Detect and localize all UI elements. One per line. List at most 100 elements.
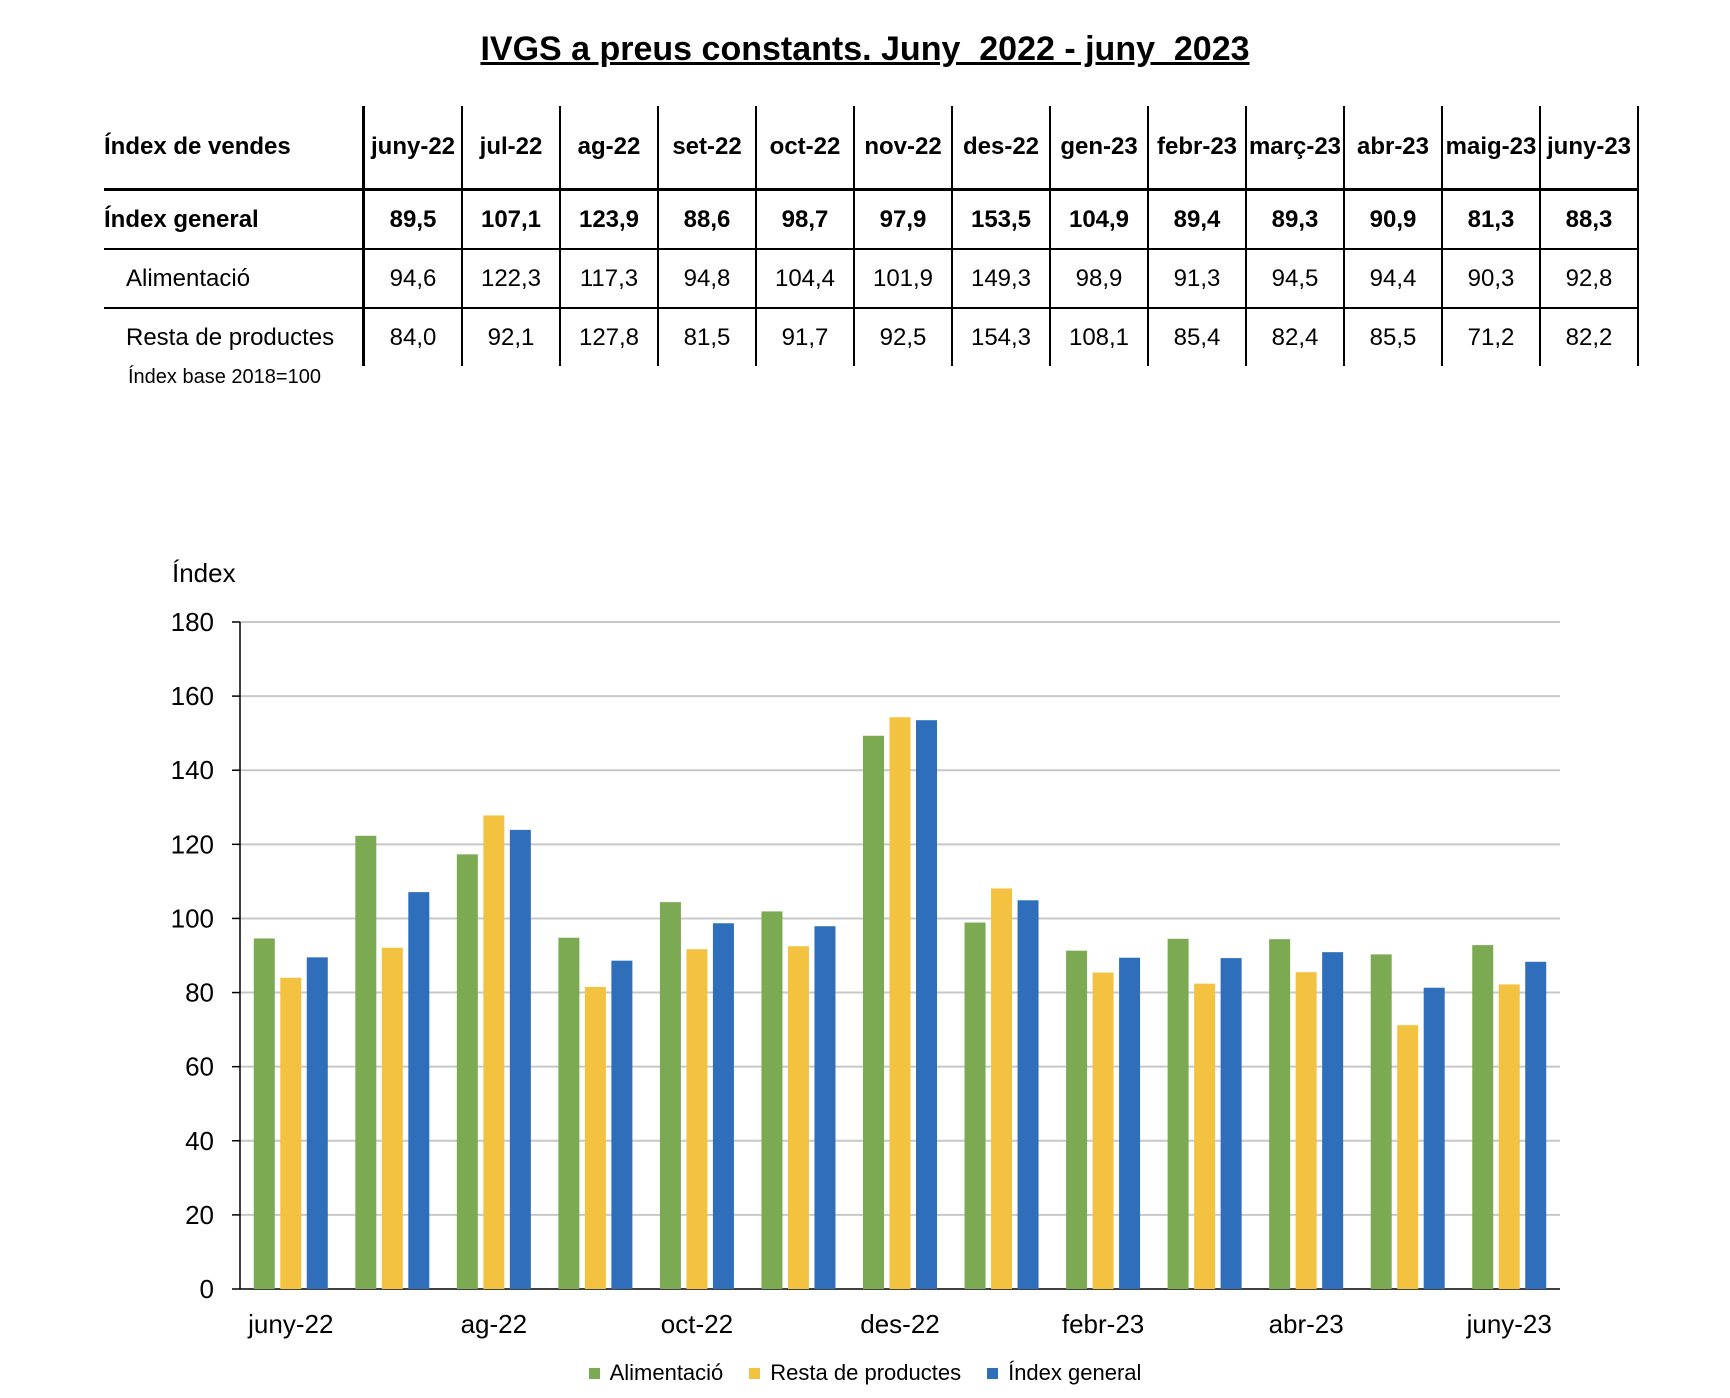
table-cell: 127,8: [559, 308, 658, 366]
bar-resta-de-productes: [1498, 984, 1520, 1289]
bar-alimentacio: [1066, 950, 1088, 1289]
table-cell: 123,9: [559, 188, 658, 250]
y-tick-label: 40: [185, 1126, 214, 1156]
table-cell: 89,3: [1245, 188, 1344, 250]
table-cell: 88,3: [1539, 188, 1639, 250]
y-tick-label: 80: [185, 978, 214, 1008]
table-cell: 91,3: [1147, 249, 1246, 309]
table-cell: 94,4: [1343, 249, 1442, 309]
bar-alimentacio: [558, 937, 580, 1289]
bar-alimentacio: [863, 735, 884, 1289]
table-cell: 85,5: [1343, 308, 1442, 366]
y-axis-title: Índex: [172, 558, 236, 588]
table-cell: 101,9: [853, 249, 952, 309]
table-cell: 81,3: [1441, 188, 1540, 250]
table-cell: 91,7: [755, 308, 854, 366]
table-cell: 104,4: [755, 249, 854, 309]
bar-alimentacio: [1370, 954, 1392, 1289]
bar-index-general: [1220, 958, 1242, 1289]
table-cell: 85,4: [1147, 308, 1246, 366]
legend-label: Resta de productes: [770, 1360, 962, 1385]
bar-alimentacio: [1472, 945, 1494, 1289]
table-cell: 89,4: [1147, 188, 1246, 250]
bar-resta-de-productes: [889, 717, 911, 1289]
table-cell: 117,3: [559, 249, 658, 309]
table-column-header: juny-22: [362, 106, 462, 190]
table-column-header: ag-22: [559, 106, 658, 190]
bar-alimentacio: [253, 938, 275, 1289]
table-cell: 104,9: [1049, 188, 1148, 250]
table-cell: 84,0: [362, 308, 462, 366]
legend-swatch: [588, 1367, 600, 1379]
table-cell: 108,1: [1049, 308, 1148, 366]
bar-resta-de-productes: [1295, 972, 1317, 1289]
table-column-header: nov-22: [853, 106, 952, 190]
x-tick-label: oct-22: [661, 1309, 733, 1339]
x-tick-label: juny-23: [1466, 1309, 1552, 1339]
bar-chart: 0 20 40 60 80 100 120 140 160 180 juny-22 ag-22 oct-…: [171, 607, 1560, 1339]
y-tick-label: 120: [171, 829, 214, 859]
table-column-header: febr-23: [1147, 106, 1246, 190]
table-row: Índex general 89,5 107,1 123,9 88,6 98,7 97,9 1…: [104, 188, 1639, 250]
bar-index-general: [916, 720, 937, 1289]
bar-resta-de-productes: [991, 888, 1013, 1289]
table-cell: 98,9: [1049, 249, 1148, 309]
bar-resta-de-productes: [787, 946, 809, 1289]
y-tick-label: 100: [171, 903, 214, 933]
table-cell: 82,4: [1245, 308, 1344, 366]
x-tick-label: ag-22: [461, 1309, 528, 1339]
bar-alimentacio: [1167, 938, 1189, 1289]
bar-resta-de-productes: [1092, 972, 1114, 1289]
x-tick-label: juny-22: [247, 1309, 333, 1339]
bar-index-general: [1423, 987, 1445, 1289]
table-row-label: Alimentació: [104, 249, 364, 309]
x-tick-label: des-22: [860, 1309, 940, 1339]
table-cell: 107,1: [461, 188, 560, 250]
table-cell: 94,8: [657, 249, 756, 309]
legend-swatch: [987, 1367, 999, 1379]
bar-alimentacio: [761, 911, 783, 1289]
y-tick-label: 160: [171, 681, 214, 711]
bar-resta-de-productes: [381, 947, 403, 1289]
table-cell: 94,6: [362, 249, 462, 309]
table-cell: 89,5: [362, 188, 462, 250]
table-cell: 154,3: [951, 308, 1050, 366]
bar-index-general: [611, 960, 633, 1289]
table-cell: 149,3: [951, 249, 1050, 309]
table-column-header: maig-23: [1441, 106, 1540, 190]
table-column-header: gen-23: [1049, 106, 1148, 190]
bar-alimentacio: [659, 902, 681, 1289]
table-cell: 94,5: [1245, 249, 1344, 309]
bar-resta-de-productes: [1194, 983, 1216, 1289]
table-cell: 90,3: [1441, 249, 1540, 309]
bar-index-general: [1119, 957, 1141, 1289]
table-column-header: abr-23: [1343, 106, 1442, 190]
bar-index-general: [408, 892, 430, 1289]
table-cell: 81,5: [657, 308, 756, 366]
bar-alimentacio: [964, 922, 986, 1289]
bar-index-general: [712, 923, 734, 1289]
table-corner-label: Índex de vendes: [104, 133, 291, 160]
table-row: Resta de productes 84,0 92,1 127,8 81,5 91,7 9…: [104, 308, 1639, 366]
table-cell: 97,9: [853, 188, 952, 250]
bar-resta-de-productes: [483, 815, 505, 1289]
bar-alimentacio: [1269, 939, 1291, 1289]
legend-swatch: [749, 1367, 761, 1379]
table-column-header: des-22: [951, 106, 1050, 190]
y-tick-label: 180: [171, 607, 214, 637]
bar-resta-de-productes: [280, 977, 302, 1289]
table-cell: 153,5: [951, 188, 1050, 250]
y-tick-label: 0: [200, 1274, 214, 1304]
table-row-label: Resta de productes: [126, 323, 335, 351]
table-cell: 122,3: [461, 249, 560, 309]
bar-index-general: [509, 829, 531, 1289]
bar-index-general: [814, 926, 836, 1289]
table-column-header: oct-22: [755, 106, 854, 190]
table-cell: 92,8: [1539, 249, 1639, 309]
table-note: Índex base 2018=100: [128, 366, 321, 388]
legend-item: Índex general: [987, 1360, 1141, 1386]
bar-index-general: [1017, 900, 1039, 1289]
table-row-label: Índex general: [104, 188, 364, 250]
legend-item: Resta de productes: [749, 1360, 961, 1386]
bar-alimentacio: [456, 854, 478, 1289]
